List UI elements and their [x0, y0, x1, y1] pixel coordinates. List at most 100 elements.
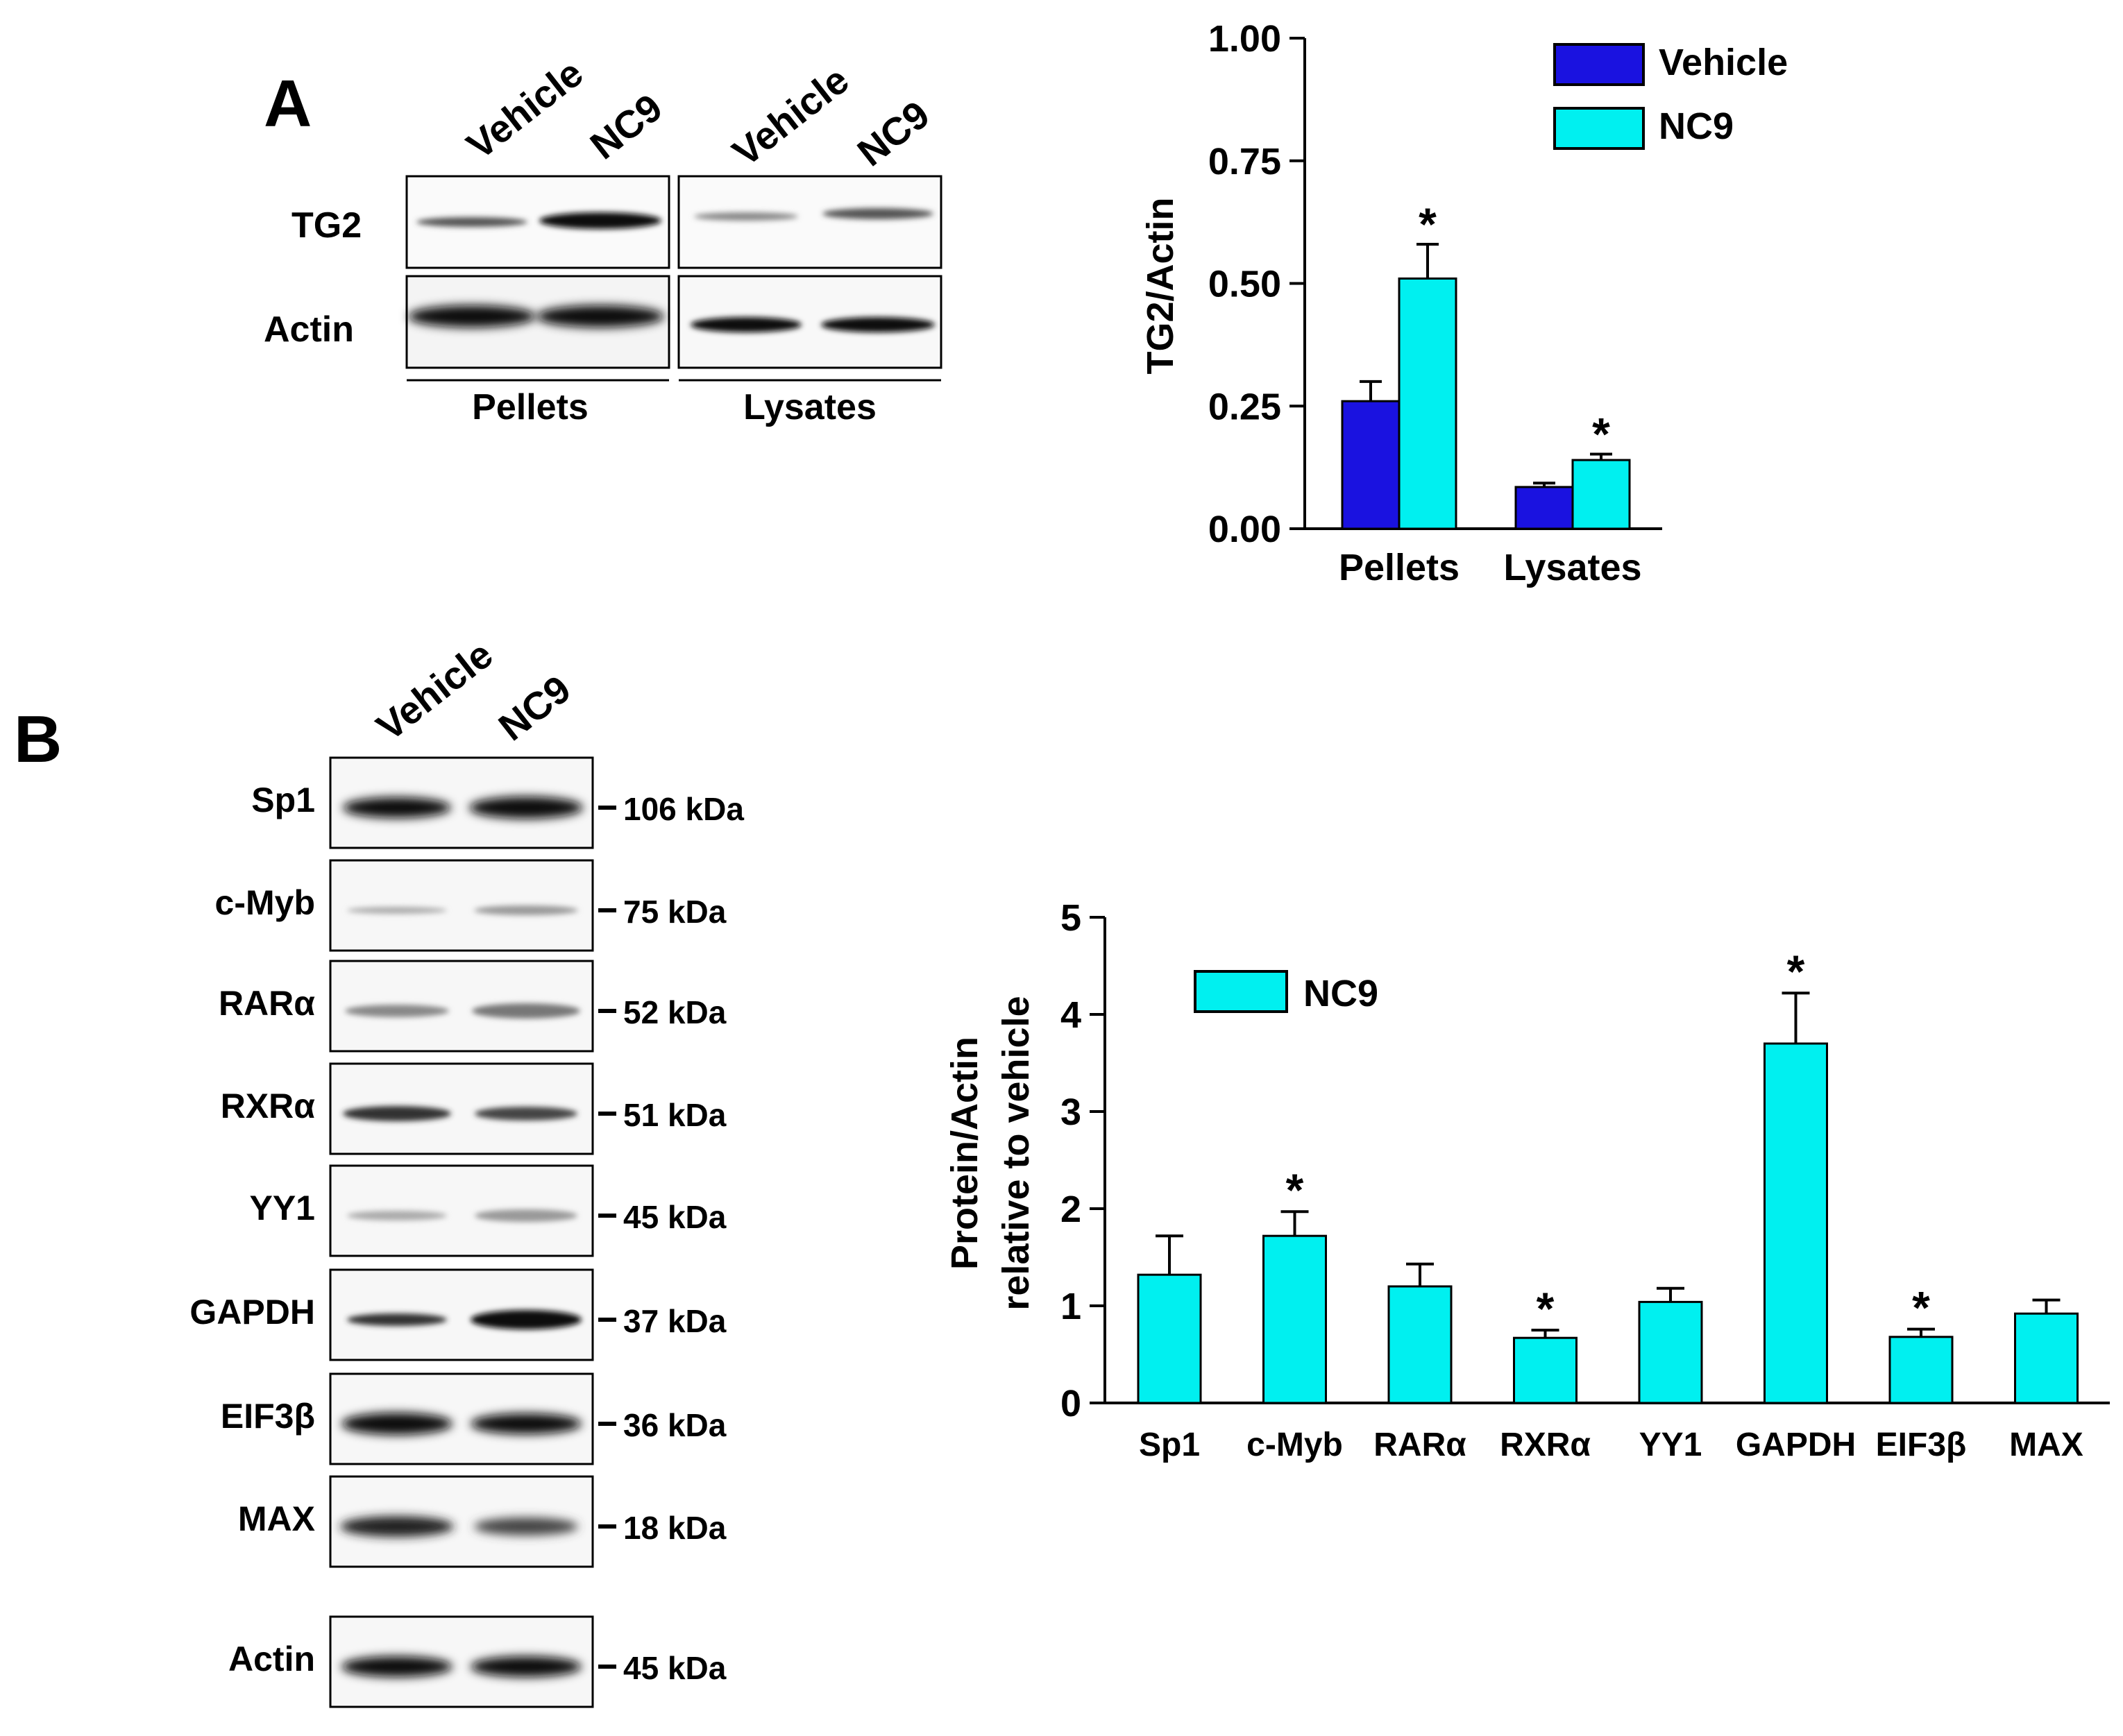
- band: [416, 217, 527, 227]
- bar-max: [2014, 1312, 2079, 1404]
- chart-b-ylabel-line2: relative to vehicle: [995, 996, 1037, 1310]
- panel-b-chart: Protein/Actin relative to vehicle 0 1 2 3 4 5…: [944, 897, 2110, 1463]
- lane-label-b-nc9: NC9: [491, 667, 579, 749]
- lane-label-lysates-vehicle: Vehicle: [725, 58, 857, 174]
- y-tick-label: 5: [1060, 897, 1081, 939]
- band: [341, 1413, 452, 1435]
- blot-box-c-myb: [329, 859, 594, 952]
- row-label-actin: Actin: [228, 1640, 315, 1678]
- band: [471, 1656, 582, 1677]
- x-tick-label-c-myb: c-Myb: [1246, 1427, 1343, 1463]
- row-label-yy1: YY1: [249, 1189, 315, 1227]
- x-tick-label-max: MAX: [2009, 1427, 2083, 1463]
- legend-swatch-vehicle: [1553, 43, 1645, 86]
- band: [347, 1313, 447, 1326]
- band: [343, 1106, 451, 1121]
- x-tick-label-sp1: Sp1: [1139, 1427, 1200, 1463]
- kda-label-max: 18 kDa: [623, 1510, 727, 1546]
- band: [469, 797, 583, 819]
- bar-eif3: [1888, 1336, 1954, 1404]
- group-label-pellets: Pellets: [472, 387, 589, 427]
- bar-nc9-lysates: [1571, 459, 1631, 530]
- legend-label-vehicle: Vehicle: [1659, 42, 1788, 83]
- kda-label-rar: 52 kDa: [623, 994, 727, 1030]
- significance-star: *: [1787, 946, 1805, 997]
- band: [822, 208, 933, 219]
- band: [345, 1005, 449, 1017]
- x-tick-label-rxr: RXRα: [1500, 1427, 1591, 1463]
- kda-label-sp1: 106 kDa: [623, 791, 744, 827]
- chart-a-x-axis: Pellets Lysates: [1339, 547, 1642, 588]
- bar-vehicle-pellets: [1341, 400, 1401, 530]
- x-tick-label-lysates: Lysates: [1503, 547, 1641, 588]
- row-label-rar: RARα: [219, 984, 315, 1023]
- band: [340, 1516, 454, 1537]
- chart-a-y-axis: 0.00 0.25 0.50 0.75 1.00: [1208, 18, 1662, 550]
- row-label-max: MAX: [238, 1499, 315, 1538]
- x-tick-label-pellets: Pellets: [1339, 547, 1460, 588]
- band: [475, 1209, 577, 1222]
- y-tick-label: 0.25: [1208, 386, 1281, 427]
- significance-star: *: [1537, 1283, 1555, 1334]
- y-tick-label: 1: [1060, 1286, 1081, 1327]
- band: [536, 305, 664, 327]
- band: [343, 797, 451, 818]
- band: [474, 905, 578, 915]
- y-tick-label: 2: [1060, 1189, 1081, 1230]
- lane-label-lysates-nc9: NC9: [849, 92, 938, 175]
- kda-label-c-myb: 75 kDa: [623, 894, 727, 930]
- group-label-lysates: Lysates: [743, 387, 877, 427]
- panel-b-letter: B: [14, 702, 62, 776]
- row-label-tg2: TG2: [291, 205, 362, 246]
- row-label-gapdh: GAPDH: [189, 1293, 315, 1331]
- band: [408, 305, 536, 327]
- band: [347, 1211, 447, 1220]
- panel-a-chart: TG2/Actin 0.000.250.500.751.00 ** Pellet…: [1140, 18, 1788, 588]
- band: [821, 317, 935, 332]
- kda-label-rxr: 51 kDa: [623, 1097, 727, 1133]
- band: [694, 212, 798, 221]
- band: [471, 1310, 582, 1329]
- band: [691, 317, 802, 332]
- y-tick-label: 0.00: [1208, 509, 1281, 550]
- band: [472, 1003, 580, 1019]
- lane-label-pellets-nc9: NC9: [582, 85, 670, 168]
- bar-nc9-pellets: [1398, 277, 1457, 530]
- y-tick-label: 1.00: [1208, 18, 1281, 60]
- bar-yy1: [1638, 1300, 1703, 1404]
- chart-a-bars: **: [1341, 198, 1631, 530]
- chart-b-legend: NC9: [1194, 970, 1378, 1014]
- band: [471, 1413, 582, 1434]
- band: [539, 212, 661, 229]
- chart-b-ylabel-line1: Protein/Actin: [944, 1037, 986, 1270]
- row-label-actin: Actin: [264, 309, 354, 350]
- band: [347, 907, 447, 914]
- bar-rar: [1387, 1285, 1453, 1404]
- y-tick-label: 3: [1060, 1091, 1081, 1133]
- legend-swatch-nc9: [1553, 107, 1645, 150]
- chart-b-x-axis: Sp1 c-Myb RARα RXRα YY1 GAPDH EIF3β MAX: [1139, 1427, 2083, 1463]
- row-label-sp1: Sp1: [251, 781, 315, 819]
- bar-vehicle-lysates: [1514, 486, 1574, 530]
- x-tick-label-rar: RARα: [1373, 1427, 1466, 1463]
- lane-label-pellets-vehicle: Vehicle: [459, 51, 591, 167]
- significance-star: *: [1419, 198, 1437, 250]
- bar-rxr: [1513, 1336, 1578, 1404]
- legend-label-nc9: NC9: [1659, 105, 1734, 147]
- bar-gapdh: [1763, 1042, 1828, 1404]
- lane-label-b-vehicle: Vehicle: [369, 632, 501, 749]
- y-tick-label: 0.50: [1208, 264, 1281, 305]
- significance-star: *: [1592, 409, 1610, 460]
- row-label-c-myb: c-Myb: [215, 883, 315, 922]
- kda-label-actin: 45 kDa: [623, 1650, 727, 1686]
- x-tick-label-yy1: YY1: [1639, 1427, 1702, 1463]
- significance-star: *: [1286, 1164, 1304, 1216]
- row-label-eif3: EIF3β: [221, 1397, 315, 1436]
- y-tick-label: 0: [1060, 1383, 1081, 1424]
- row-label-rxr: RXRα: [221, 1087, 316, 1125]
- legend-label-nc9: NC9: [1303, 973, 1378, 1014]
- panel-b-blot-rows: Sp1 106 kDa c-Myb 75 kDa RARα 52 kDa RXRα 51 kD…: [189, 756, 744, 1708]
- band: [341, 1656, 452, 1677]
- significance-star: *: [1912, 1282, 1930, 1334]
